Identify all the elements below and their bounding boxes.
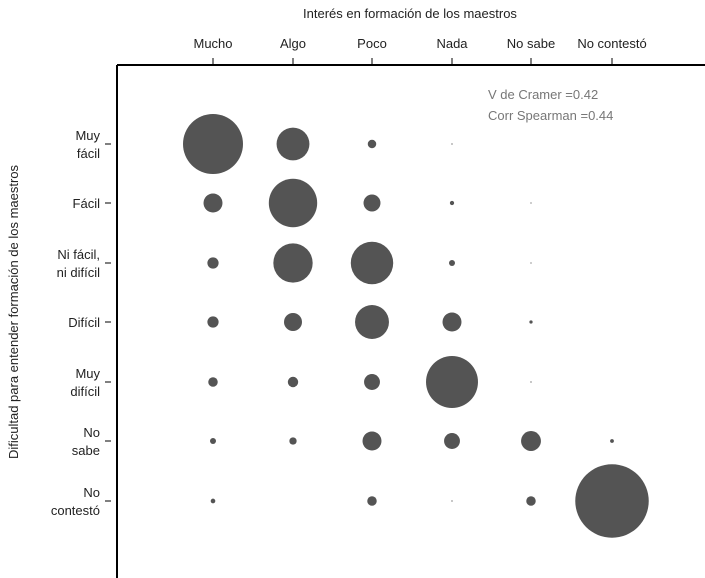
bubble-point [208,377,218,387]
bubble-point [210,498,216,504]
bubble-point [449,260,455,266]
bubble-point [289,437,297,445]
bubble-point [362,431,382,451]
bubble-point [426,356,478,408]
bubble-point [284,313,302,331]
bubble-point [521,431,541,451]
bubble-point [210,438,216,444]
x-tick-label: Mucho [193,36,232,51]
bubble-point [276,127,310,161]
x-tick-label: No contestó [577,36,646,51]
bubble-point [350,241,394,285]
x-axis-ticks: Mucho Algo Poco Nada No sabe No contestó [193,36,647,65]
bubble-point [364,374,380,390]
bubble-point [610,439,614,443]
x-tick-label: Nada [436,36,468,51]
bubble-point [268,178,318,228]
bubble-point [355,305,389,339]
bubble-point [451,143,453,145]
bubble-point [442,312,462,332]
y-tick-label: Difícil [68,315,100,330]
bubble-point [444,433,460,449]
y-tick-label: Fácil [73,196,101,211]
y-tick-label: Muy difícil [70,366,100,399]
bubble-point [451,500,453,502]
bubble-point [207,257,219,269]
y-tick-label: Muy fácil [75,128,100,161]
bubble-point [367,496,377,506]
bubble-point [207,316,219,328]
x-tick-label: No sabe [507,36,555,51]
y-tick-label: No sabe [72,425,100,458]
bubble-point [526,496,536,506]
bubble-point [183,114,243,174]
x-tick-label: Algo [280,36,306,51]
bubble-point [287,376,299,388]
bubble-point [529,320,533,324]
bubble-point [363,194,381,212]
bubbles [183,114,649,538]
bubble-point [530,202,532,204]
y-tick-label: Ni fácil, ni difícil [57,247,100,280]
x-axis-title: Interés en formación de los maestros [303,6,517,21]
bubble-point [530,262,532,264]
bubble-point [449,200,455,206]
y-axis-ticks: Muy fácil Fácil Ni fácil, ni difícil Difícil M… [51,128,111,518]
y-axis-title: Dificultad para entender formación de lo… [6,164,21,459]
bubble-point [575,464,649,538]
x-tick-label: Poco [357,36,387,51]
bubble-point [273,243,313,283]
bubble-point [530,381,532,383]
y-tick-label: No contestó [51,485,100,518]
bubble-point [203,193,223,213]
spearman-annotation: Corr Spearman =0.44 [488,108,613,123]
bubble-point [367,139,377,149]
cramer-v-annotation: V de Cramer =0.42 [488,87,598,102]
